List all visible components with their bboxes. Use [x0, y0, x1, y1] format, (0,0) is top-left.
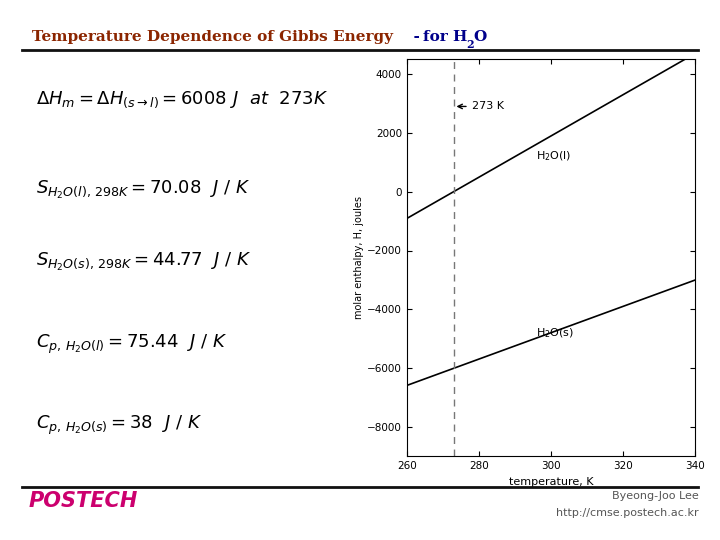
Text: 2: 2 [467, 39, 474, 50]
Text: $\mathrm{H_2O(l)}$: $\mathrm{H_2O(l)}$ [536, 150, 572, 163]
Text: for H: for H [423, 30, 467, 44]
Text: $\mathrm{H_2O(s)}$: $\mathrm{H_2O(s)}$ [536, 326, 575, 340]
Text: -: - [403, 30, 431, 44]
Text: Temperature Dependence of Gibbs Energy: Temperature Dependence of Gibbs Energy [32, 30, 393, 44]
Text: POSTECH: POSTECH [29, 491, 138, 511]
Text: $S_{H_2O(l),\,298K} = 70.08\ \ J\ /\ K$: $S_{H_2O(l),\,298K} = 70.08\ \ J\ /\ K$ [36, 179, 251, 201]
Text: Byeong-Joo Lee: Byeong-Joo Lee [612, 491, 698, 502]
Text: 273 K: 273 K [458, 102, 503, 111]
Text: http://cmse.postech.ac.kr: http://cmse.postech.ac.kr [556, 508, 698, 518]
Text: $C_{p,\,H_2O(l)} = 75.44\ \ J\ /\ K$: $C_{p,\,H_2O(l)} = 75.44\ \ J\ /\ K$ [36, 333, 228, 356]
Text: $C_{p,\,H_2O(s)} = 38\ \ J\ /\ K$: $C_{p,\,H_2O(s)} = 38\ \ J\ /\ K$ [36, 414, 202, 437]
Text: $\Delta H_m = \Delta H_{(s\rightarrow l)} = 6008\ J\ \ at\ \ 273K$: $\Delta H_m = \Delta H_{(s\rightarrow l)… [36, 89, 328, 110]
Text: $S_{H_2O(s),\,298K} = 44.77\ \ J\ /\ K$: $S_{H_2O(s),\,298K} = 44.77\ \ J\ /\ K$ [36, 252, 252, 273]
Text: O: O [474, 30, 487, 44]
Y-axis label: molar enthalpy, H, joules: molar enthalpy, H, joules [354, 197, 364, 319]
X-axis label: temperature, K: temperature, K [508, 477, 593, 487]
